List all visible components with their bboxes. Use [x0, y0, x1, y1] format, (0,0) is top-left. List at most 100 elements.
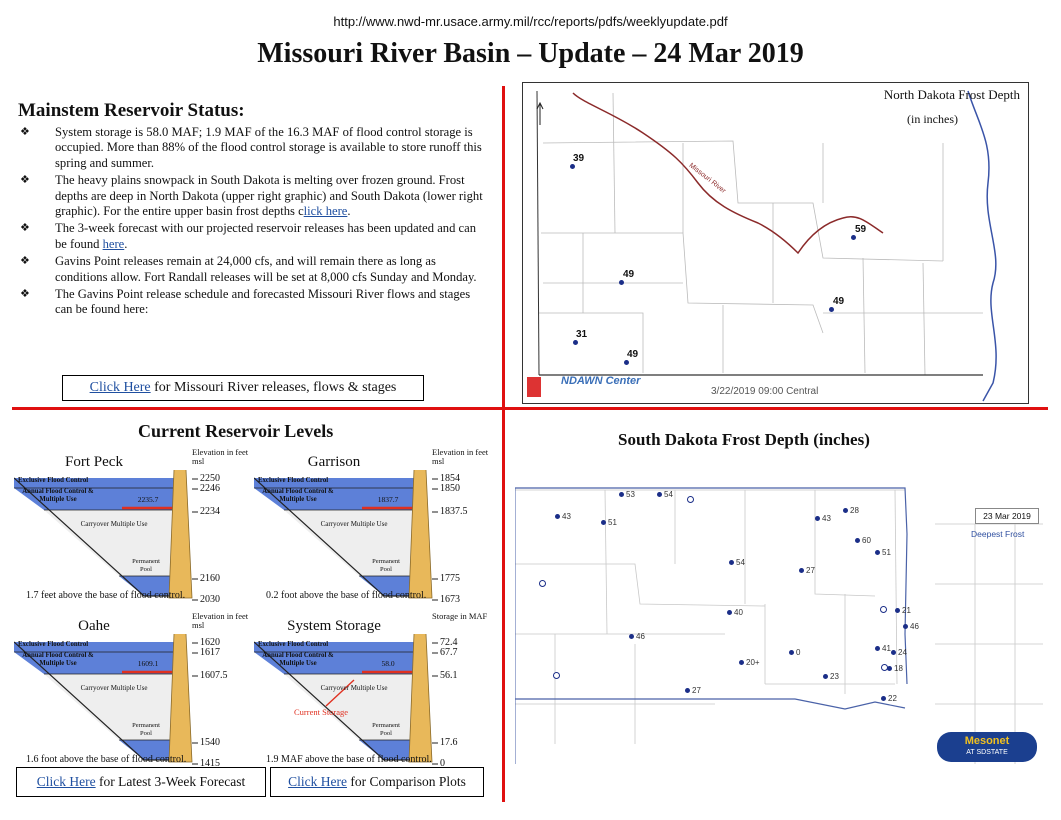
reservoir-note: 1.7 feet above the base of flood control… — [26, 590, 186, 601]
nd-point-marker — [829, 307, 834, 312]
sd-point-marker — [799, 568, 804, 573]
reservoir-name: Garrison — [307, 454, 361, 470]
nd-point-label: 49 — [627, 349, 639, 360]
reservoir-unit-label: Elevation in feet msl — [192, 611, 249, 630]
sd-point-marker — [881, 696, 886, 701]
sd-point-marker — [789, 650, 794, 655]
status-bullet: ❖ The heavy plains snowpack in South Dako… — [20, 173, 483, 219]
frost-depth-link[interactable]: lick here — [303, 204, 348, 219]
sd-point-label: 54 — [664, 490, 673, 499]
sd-empty-station-marker — [553, 672, 560, 679]
sd-point-label: 43 — [822, 514, 831, 523]
sd-point-label: 21 — [902, 606, 911, 615]
nd-point-marker — [851, 235, 856, 240]
sd-point-label: 46 — [910, 622, 919, 631]
mesonet-logo: Mesonet AT SDSTATE — [937, 732, 1037, 762]
sd-date-box: 23 Mar 2019 — [975, 508, 1039, 524]
reservoir-diagram — [14, 470, 198, 601]
forecast-here-link[interactable]: here — [102, 236, 125, 251]
vertical-divider — [502, 86, 505, 802]
elevation-tick-label: 2030 — [200, 594, 220, 605]
reservoir-unit-label: Elevation in feet msl — [192, 447, 249, 466]
sd-point-label: 27 — [692, 686, 701, 695]
sd-point-label: 41 — [882, 644, 891, 653]
zone-annual-label: Annual Flood Control & Multiple Use — [22, 488, 94, 503]
sd-point-label: 20+ — [746, 658, 760, 667]
elevation-tick-label: 1850 — [440, 483, 460, 494]
elevation-tick-label: 1415 — [200, 758, 220, 769]
elevation-tick-label: 1837.5 — [440, 506, 468, 517]
elevation-tick-label: 56.1 — [440, 670, 458, 681]
elevation-tick-label: 0 — [440, 758, 445, 769]
sd-point-marker — [823, 674, 828, 679]
zone-annual-label: Annual Flood Control & Multiple Use — [262, 652, 334, 667]
nd-point-label: 49 — [623, 269, 635, 280]
sd-point-marker — [739, 660, 744, 665]
source-url: http://www.nwd-mr.usace.army.mil/rcc/rep… — [333, 14, 728, 29]
sd-point-marker — [895, 608, 900, 613]
horizontal-divider — [12, 407, 1048, 410]
sd-point-label: 46 — [636, 632, 645, 641]
reservoir-system-storage: System Storage Storage in MAF Exclusive Fl… — [254, 612, 499, 770]
ndawn-logo: NDAWN Center — [561, 375, 641, 387]
elevation-tick-label: 1775 — [440, 573, 460, 584]
sd-point-label: 60 — [862, 536, 871, 545]
status-bullets: ❖ System storage is 58.0 MAF; 1.9 MAF of … — [18, 125, 486, 320]
sd-point-marker — [891, 650, 896, 655]
bullet-icon: ❖ — [20, 222, 30, 235]
levels-heading: Current Reservoir Levels — [138, 421, 334, 441]
elevation-tick-label: 1540 — [200, 737, 220, 748]
reservoir-oahe: Oahe Elevation in feet msl Exclusive Flood… — [14, 612, 259, 770]
forecast-link[interactable]: Click Here — [36, 774, 96, 789]
sd-point-marker — [875, 550, 880, 555]
reservoir-name: Fort Peck — [65, 454, 123, 470]
sd-point-label: 43 — [562, 512, 571, 521]
zone-exclusive-label: Exclusive Flood Control — [258, 477, 329, 484]
nd-point-marker — [573, 340, 578, 345]
reservoir-note: 1.9 MAF above the base of flood control. — [266, 754, 432, 765]
status-bullet: ❖ The Gavins Point release schedule and f… — [20, 287, 471, 317]
sd-point-marker — [855, 538, 860, 543]
sd-point-marker — [601, 520, 606, 525]
zone-annual-label: Annual Flood Control & Multiple Use — [22, 652, 94, 667]
current-level-label: 1837.7 — [377, 495, 399, 504]
current-level-label: 58.0 — [381, 659, 395, 668]
sd-point-label: 40 — [734, 608, 743, 617]
sd-point-marker — [903, 624, 908, 629]
sd-point-label: 0 — [796, 648, 801, 657]
nd-map-title: North Dakota Frost Depth — [883, 87, 1020, 102]
zone-carryover-label: Carryover Multiple Use — [320, 684, 388, 692]
sd-point-label: 53 — [626, 490, 635, 499]
current-storage-label: Current Storage — [294, 707, 349, 717]
elevation-tick-label: 1617 — [200, 647, 220, 658]
current-level-label: 1609.1 — [137, 659, 159, 668]
elevation-tick-label: 1854 — [440, 473, 460, 484]
reservoir-note: 0.2 foot above the base of flood control… — [266, 590, 427, 601]
elevation-tick-label: 2250 — [200, 473, 220, 484]
nd-point-label: 59 — [855, 224, 867, 235]
releases-link[interactable]: Click Here — [89, 380, 151, 395]
bullet-icon: ❖ — [20, 126, 30, 138]
status-heading: Mainstem Reservoir Status: — [18, 100, 245, 121]
page-title: Missouri River Basin – Update – 24 Mar 2… — [257, 38, 804, 69]
reservoir-name: System Storage — [287, 618, 381, 634]
elevation-tick-label: 2246 — [200, 483, 220, 494]
current-level-label: 2235.7 — [137, 495, 159, 504]
comparison-link[interactable]: Click Here — [288, 774, 347, 789]
elevation-tick-label: 1620 — [200, 637, 220, 648]
comparison-box: Click Here for Comparison Plots — [270, 767, 484, 797]
nd-map-subtitle: (in inches) — [907, 112, 958, 126]
sd-point-marker — [729, 560, 734, 565]
sd-point-marker — [887, 666, 892, 671]
zone-carryover-label: Carryover Multiple Use — [320, 520, 388, 528]
bullet-icon: ❖ — [20, 174, 30, 187]
elevation-tick-label: 67.7 — [440, 647, 458, 658]
reservoir-diagram — [14, 634, 198, 765]
reservoir-garrison: Garrison Elevation in feet msl Exclusive F… — [254, 448, 499, 606]
sd-point-marker — [815, 516, 820, 521]
elevation-tick-label: 1607.5 — [200, 670, 228, 681]
sd-point-marker — [629, 634, 634, 639]
reservoir-unit-label: Elevation in feet msl — [432, 447, 489, 466]
zone-permanent-label: Permanent Pool — [372, 722, 400, 737]
sd-point-marker — [619, 492, 624, 497]
